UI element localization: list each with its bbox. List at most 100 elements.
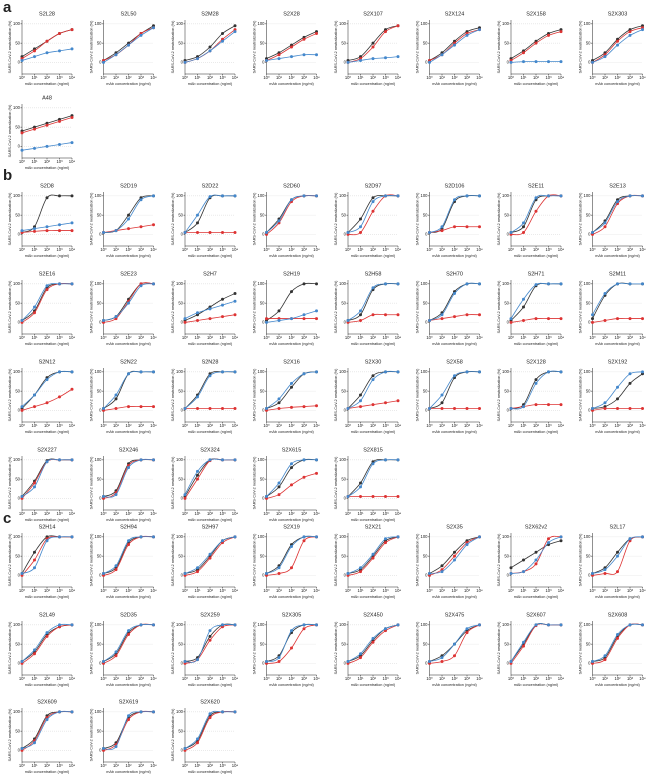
y-tick-label: 0 <box>507 661 510 666</box>
data-point <box>465 313 469 317</box>
y-tick-label: 100 <box>584 281 592 286</box>
x-tick-label: 10¹ <box>113 763 120 768</box>
y-tick-label: 50 <box>586 641 591 646</box>
data-point <box>346 231 350 234</box>
x-axis-label: mAb concentration (ng/ml) <box>106 82 151 86</box>
data-point <box>478 225 481 229</box>
data-point <box>603 568 607 572</box>
x-tick-label: 10¹ <box>276 335 283 340</box>
x-axis-label: mAb concentration (ng/ml) <box>351 518 396 522</box>
data-point <box>208 556 212 560</box>
x-tick-label: 10⁰ <box>589 588 596 593</box>
data-point <box>603 292 607 295</box>
y-tick-label: 100 <box>421 369 429 374</box>
data-point <box>45 144 49 148</box>
fit-curve <box>592 623 643 664</box>
y-tick-label: 0 <box>99 496 102 501</box>
data-point <box>265 407 268 410</box>
x-tick-label: 10⁴ <box>558 423 565 428</box>
y-axis-label: SARS-CoV-2 neutralization (%) <box>8 533 12 586</box>
x-tick-label: 10³ <box>464 335 471 340</box>
data-point <box>277 319 281 322</box>
x-tick-label: 10⁴ <box>313 75 320 80</box>
x-tick-label: 10¹ <box>31 247 38 252</box>
x-tick-label: 10⁰ <box>19 588 26 593</box>
x-axis-label: mAb concentration (ng/ml) <box>514 430 559 434</box>
y-tick-label: 50 <box>97 212 102 217</box>
fit-curve <box>21 536 73 576</box>
data-point <box>20 148 24 152</box>
x-tick-label: 10² <box>533 335 540 340</box>
fit-curve <box>510 31 562 61</box>
data-point <box>465 543 469 547</box>
x-tick-label: 10² <box>125 588 132 593</box>
x-tick-label: 10⁰ <box>345 247 352 252</box>
x-tick-label: 10⁰ <box>345 335 352 340</box>
data-point <box>302 37 306 41</box>
y-tick-label: 100 <box>502 281 510 286</box>
chart: S2H7 0 50 100 10⁰ 10¹ 10² 10³ 10⁴ mAb concentrati… <box>171 271 238 346</box>
y-tick-label: 100 <box>95 281 103 286</box>
x-tick-label: 10² <box>451 75 458 80</box>
x-tick-label: 10⁴ <box>69 423 76 428</box>
x-tick-label: 10¹ <box>113 588 120 593</box>
y-tick-label: 0 <box>18 60 21 65</box>
x-tick-label: 10⁴ <box>232 511 239 516</box>
x-axis-label: mAb concentration (ng/ml) <box>106 595 151 599</box>
y-axis-label: SARS-CoV-2 neutralization (%) <box>8 456 12 509</box>
data-point <box>591 407 594 410</box>
chart: S2X619 0 50 100 10⁰ 10¹ 10² 10³ 10⁴ mAb concentra… <box>90 699 157 774</box>
data-point <box>522 558 525 562</box>
data-point <box>221 623 224 627</box>
data-point <box>208 629 212 633</box>
x-tick-label: 10⁰ <box>19 511 26 516</box>
data-point <box>616 200 619 204</box>
y-tick-label: 50 <box>423 553 428 558</box>
data-point <box>591 572 594 575</box>
x-axis-label: mAb concentration (ng/ml) <box>106 683 151 687</box>
y-axis-label: SARS-CoV-2 neutralization (%) <box>8 280 12 333</box>
data-point <box>641 407 644 410</box>
data-point <box>127 213 130 217</box>
data-point <box>509 60 513 64</box>
x-axis-label: mAb concentration (ng/ml) <box>432 683 477 687</box>
y-tick-label: 0 <box>99 748 102 753</box>
x-tick-label: 10⁴ <box>232 423 239 428</box>
data-point <box>290 629 293 633</box>
chart-title: S2H70 <box>446 271 463 277</box>
x-tick-label: 10⁰ <box>508 676 515 681</box>
data-point <box>102 231 105 234</box>
x-tick-label: 10³ <box>219 676 226 681</box>
y-tick-label: 100 <box>95 369 103 374</box>
x-tick-label: 10⁰ <box>508 588 515 593</box>
y-tick-label: 100 <box>258 369 266 374</box>
data-point <box>547 194 550 198</box>
data-point <box>359 570 362 574</box>
x-tick-label: 10² <box>451 588 458 593</box>
data-point <box>534 317 538 321</box>
x-tick-label: 10⁴ <box>395 423 402 428</box>
data-point <box>453 225 456 229</box>
data-point <box>522 51 525 55</box>
chart-title: S2X30 <box>365 359 382 365</box>
chart-title: S2N28 <box>202 359 219 365</box>
data-point <box>628 623 632 627</box>
x-tick-label: 10⁰ <box>19 159 26 164</box>
y-tick-label: 50 <box>178 641 183 646</box>
x-tick-label: 10² <box>614 335 621 340</box>
y-tick-label: 50 <box>341 388 346 393</box>
chart: S2H97 0 50 100 10⁰ 10¹ 10² 10³ 10⁴ mAb concentrat… <box>171 524 238 599</box>
x-tick-label: 10¹ <box>602 588 609 593</box>
x-tick-label: 10¹ <box>520 335 527 340</box>
y-tick-label: 50 <box>178 388 183 393</box>
x-tick-label: 10³ <box>56 335 63 340</box>
data-point <box>509 566 513 570</box>
data-point <box>58 370 61 374</box>
chart-title: S2X35 <box>446 524 463 530</box>
data-point <box>534 378 538 382</box>
x-tick-label: 10³ <box>301 75 308 80</box>
chart-title: S2N22 <box>120 359 137 365</box>
x-tick-label: 10² <box>125 676 132 681</box>
data-point <box>384 56 387 60</box>
x-axis-label: mAb concentration (ng/ml) <box>25 683 70 687</box>
